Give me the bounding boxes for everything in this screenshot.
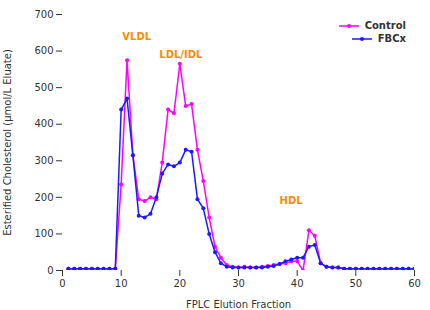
svg-text:400: 400 xyxy=(34,118,53,129)
svg-text:30: 30 xyxy=(232,278,245,289)
svg-text:20: 20 xyxy=(173,278,186,289)
svg-text:200: 200 xyxy=(34,192,53,203)
svg-text:0: 0 xyxy=(47,265,53,276)
svg-text:Esterified Cholesterol (μmol/L: Esterified Cholesterol (μmol/L Eluate) xyxy=(2,49,13,236)
svg-text:HDL: HDL xyxy=(280,195,304,206)
svg-text:40: 40 xyxy=(291,278,304,289)
svg-text:300: 300 xyxy=(34,155,53,166)
svg-text:700: 700 xyxy=(34,9,53,20)
svg-text:60: 60 xyxy=(408,278,421,289)
html-text:Control: Control xyxy=(364,20,406,31)
svg-text:VLDL: VLDL xyxy=(122,31,151,42)
svg-text:FPLC Elution Fraction: FPLC Elution Fraction xyxy=(186,299,291,310)
html-text:FBCx: FBCx xyxy=(377,33,406,44)
svg-text:0: 0 xyxy=(59,278,65,289)
svg-text:10: 10 xyxy=(115,278,128,289)
svg-text:50: 50 xyxy=(349,278,362,289)
svg-text:100: 100 xyxy=(34,228,53,239)
svg-text:500: 500 xyxy=(34,82,53,93)
svg-text:600: 600 xyxy=(34,45,53,56)
svg-text:LDL/IDL: LDL/IDL xyxy=(159,49,203,60)
